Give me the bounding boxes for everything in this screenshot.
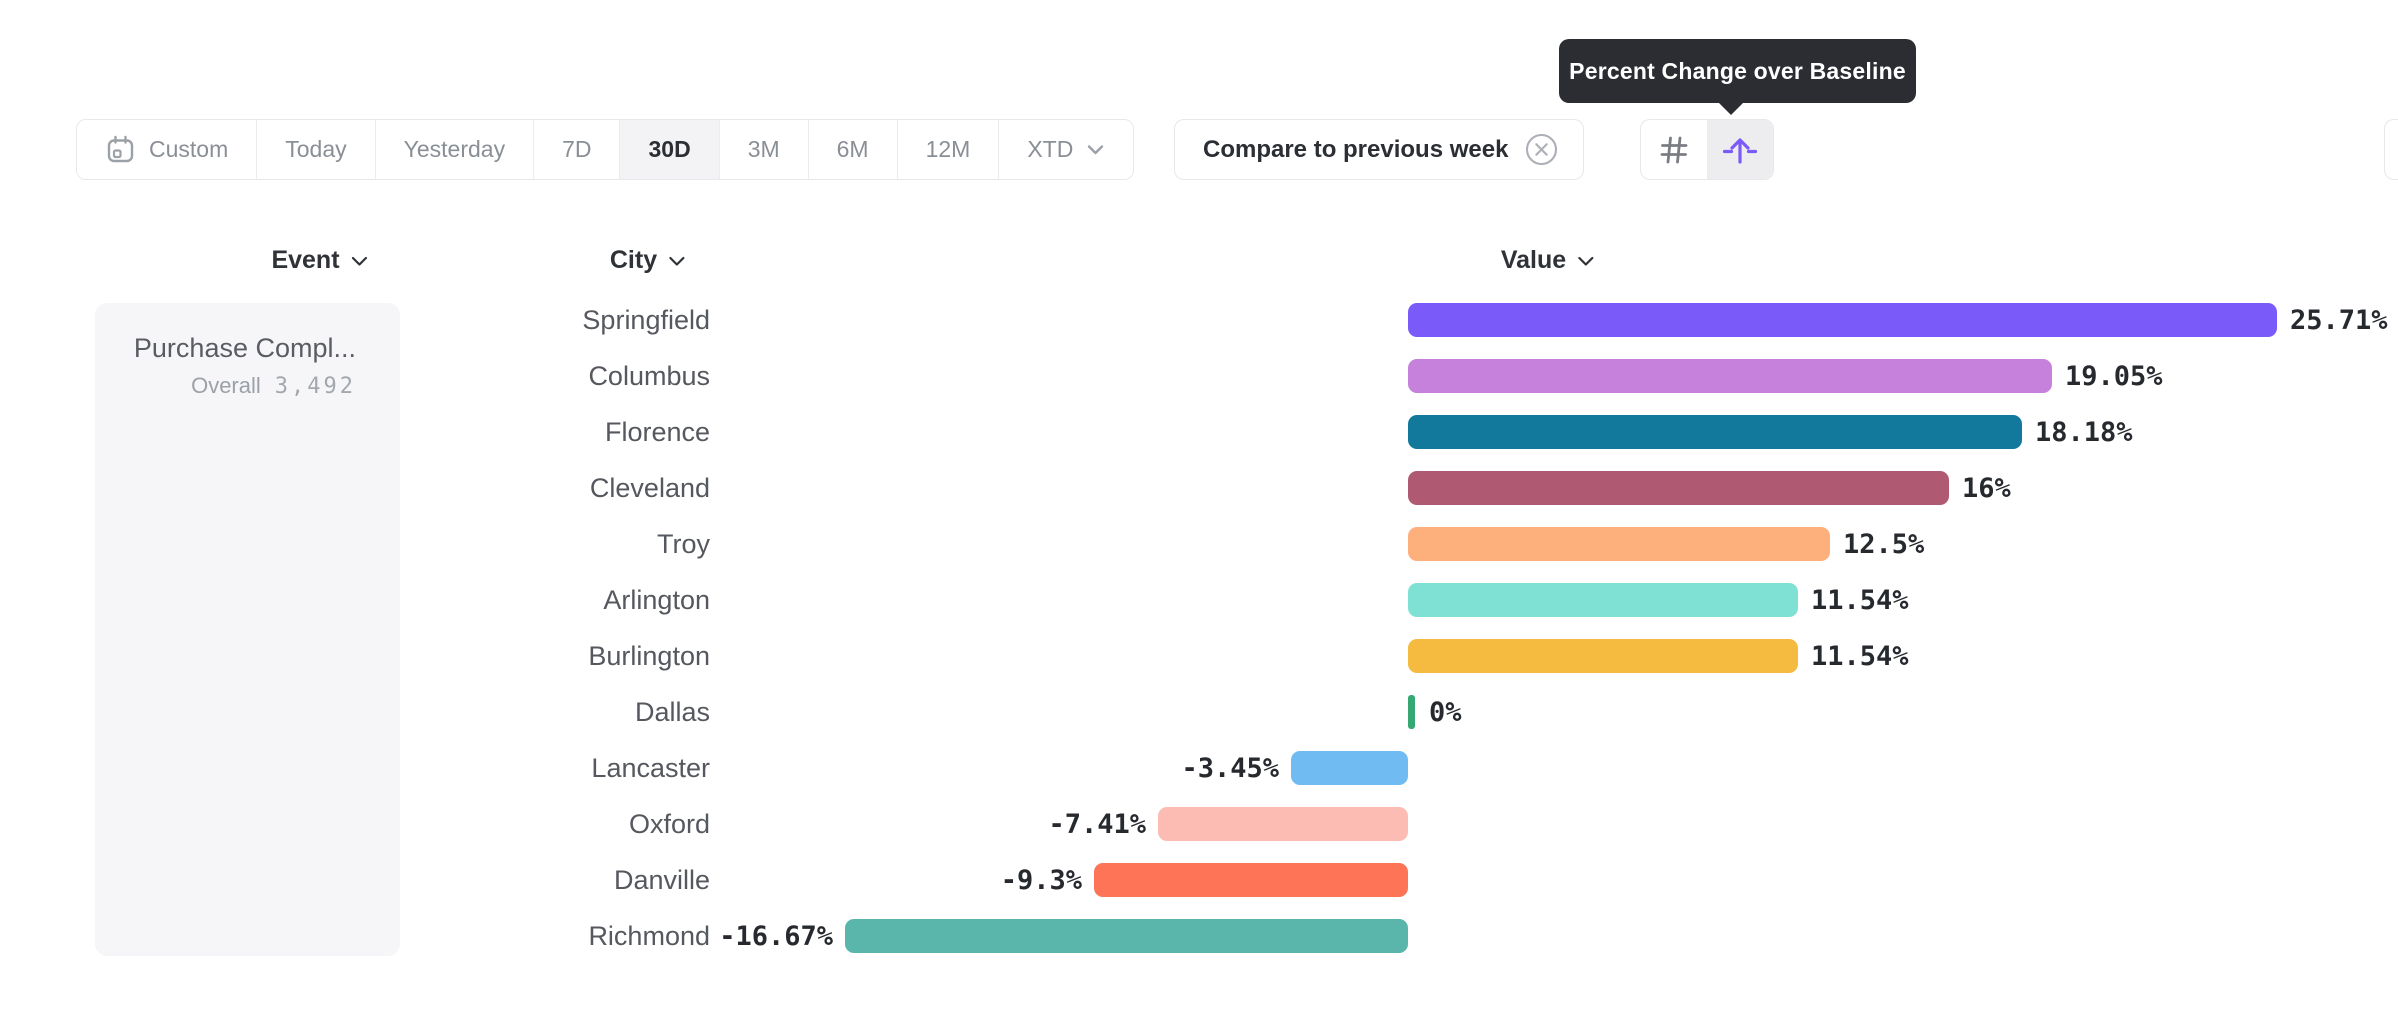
- range-label: 3M: [747, 136, 780, 162]
- zero-tick-bar: [1408, 695, 1415, 729]
- city-label: Columbus: [588, 361, 710, 391]
- circle-x-icon[interactable]: [1524, 132, 1559, 167]
- column-header-event[interactable]: Event: [271, 246, 368, 275]
- column-header-label: Event: [271, 246, 340, 274]
- value-bar: [1158, 807, 1408, 841]
- value-bar: [1408, 359, 2052, 393]
- date-range-toolbar: Custom Today Yesterday 7D 30D 3M 6M 12M …: [76, 119, 1135, 180]
- city-label: Springfield: [582, 305, 710, 335]
- chevron-down-icon: [1086, 143, 1105, 156]
- range-button-today[interactable]: Today: [256, 120, 375, 179]
- value-bar: [1291, 751, 1408, 785]
- value-label: -3.45%: [1181, 753, 1279, 784]
- city-label: Lancaster: [591, 753, 710, 783]
- column-header-label: City: [609, 246, 658, 274]
- range-button-30d[interactable]: 30D: [619, 120, 719, 179]
- chart-row-burlington: Burlington 11.54%: [400, 628, 2398, 684]
- value-label: 11.54%: [1811, 585, 1909, 616]
- column-header-city[interactable]: City: [610, 246, 686, 275]
- range-button-3m[interactable]: 3M: [718, 120, 808, 179]
- value-label: 18.18%: [2035, 417, 2133, 448]
- city-label: Richmond: [588, 921, 710, 951]
- chevron-down-icon: [351, 256, 368, 266]
- value-bar: [1408, 303, 2277, 337]
- value-label: 11.54%: [1811, 641, 1909, 672]
- range-label: 6M: [836, 136, 869, 162]
- city-label: Burlington: [588, 641, 710, 671]
- chart-row-troy: Troy 12.5%: [400, 516, 2398, 572]
- calendar-icon: [105, 134, 136, 165]
- bar-chart: Springfield 25.71% Columbus 19.05% Florence 1…: [400, 292, 2398, 968]
- value-label: -16.67%: [719, 921, 833, 952]
- chart-row-cleveland: Cleveland 16%: [400, 460, 2398, 516]
- city-label: Troy: [657, 529, 710, 559]
- event-overall-label: Overall: [191, 373, 261, 398]
- event-panel[interactable]: Purchase Compl... Overall 3,492: [95, 303, 400, 956]
- event-title: Purchase Compl...: [133, 333, 356, 363]
- value-label: 25.71%: [2290, 305, 2388, 336]
- value-label: 19.05%: [2065, 361, 2163, 392]
- tooltip-text: Percent Change over Baseline: [1569, 57, 1906, 84]
- tooltip: Percent Change over Baseline: [1559, 39, 1916, 115]
- city-label: Cleveland: [589, 473, 710, 503]
- value-bar: [1094, 863, 1408, 897]
- event-overall-value: 3,492: [274, 374, 356, 399]
- range-button-12m[interactable]: 12M: [896, 120, 999, 179]
- range-label: 12M: [925, 136, 971, 162]
- chart-row-richmond: Richmond -16.67%: [400, 908, 2398, 964]
- range-button-6m[interactable]: 6M: [807, 120, 897, 179]
- chart-row-danville: Danville -9.3%: [400, 852, 2398, 908]
- chart-row-springfield: Springfield 25.71%: [400, 292, 2398, 348]
- value-bar: [1408, 583, 1798, 617]
- range-label: XTD: [1027, 136, 1074, 162]
- city-label: Oxford: [628, 809, 710, 839]
- column-header-label: Value: [1500, 246, 1567, 274]
- range-button-yesterday[interactable]: Yesterday: [374, 120, 534, 179]
- value-label: -7.41%: [1048, 809, 1146, 840]
- compare-chip[interactable]: Compare to previous week: [1174, 119, 1585, 180]
- city-label: Arlington: [603, 585, 710, 615]
- chevron-down-icon: [1578, 256, 1594, 266]
- chart-row-columbus: Columbus 19.05%: [400, 348, 2398, 404]
- value-label: -9.3%: [1000, 865, 1082, 896]
- value-label: 0%: [1429, 697, 1462, 728]
- value-label: 12.5%: [1843, 529, 1925, 560]
- compare-chip-label: Compare to previous week: [1203, 135, 1509, 163]
- range-button-xtd[interactable]: XTD: [998, 120, 1134, 179]
- value-bar: [1408, 471, 1949, 505]
- chart-row-lancaster: Lancaster -3.45%: [400, 740, 2398, 796]
- range-label: Yesterday: [403, 136, 506, 162]
- value-bar: [1408, 639, 1798, 673]
- value-label: 16%: [1962, 473, 2011, 504]
- range-label: Custom: [149, 136, 229, 162]
- chart-row-arlington: Arlington 11.54%: [400, 572, 2398, 628]
- chart-row-oxford: Oxford -7.41%: [400, 796, 2398, 852]
- chart-view-toggle: [1640, 119, 1774, 180]
- edge-clipped-button[interactable]: [2384, 119, 2398, 180]
- range-button-custom[interactable]: Custom: [77, 120, 257, 179]
- range-label: 7D: [562, 136, 592, 162]
- city-label: Dallas: [634, 697, 710, 727]
- value-bar: [845, 919, 1408, 953]
- chevron-down-icon: [669, 256, 685, 266]
- range-label: 30D: [648, 136, 691, 162]
- value-bar: [1408, 415, 2022, 449]
- range-button-7d[interactable]: 7D: [533, 120, 620, 179]
- chart-row-florence: Florence 18.18%: [400, 404, 2398, 460]
- city-label: Florence: [604, 417, 710, 447]
- grid-icon[interactable]: [1641, 120, 1707, 179]
- column-header-value[interactable]: Value: [1501, 246, 1595, 275]
- chart-row-dallas: Dallas 0%: [400, 684, 2398, 740]
- baseline-arrow-icon[interactable]: [1707, 120, 1773, 179]
- range-label: Today: [285, 136, 347, 162]
- city-label: Danville: [613, 865, 710, 895]
- event-overall-row: Overall 3,492: [95, 373, 356, 399]
- value-bar: [1408, 527, 1830, 561]
